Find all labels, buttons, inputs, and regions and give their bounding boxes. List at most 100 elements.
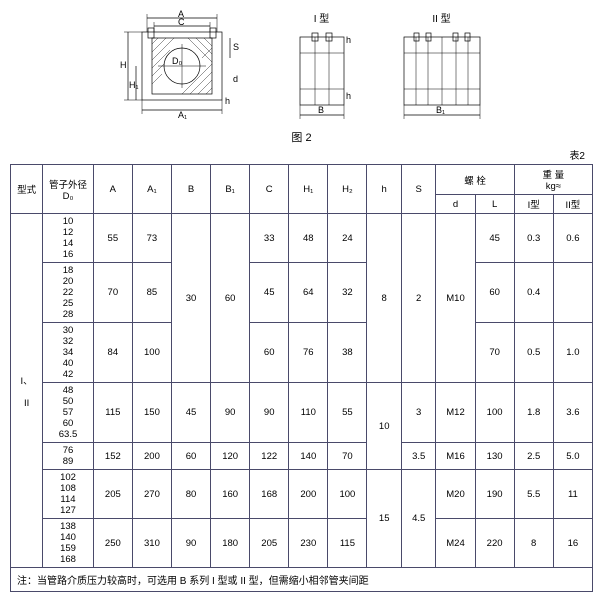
cell: 160 bbox=[211, 470, 250, 519]
diagram-front-view: A C bbox=[112, 10, 252, 120]
cell: 70 bbox=[475, 323, 514, 383]
th: H₁ bbox=[289, 165, 328, 214]
cell: 200 bbox=[132, 443, 171, 470]
cell: 110 bbox=[289, 383, 328, 443]
cell: 30 32 34 40 42 bbox=[43, 323, 94, 383]
th: h bbox=[367, 165, 402, 214]
cell: 84 bbox=[93, 323, 132, 383]
table-row: 76 89 152 200 60 120 122 140 70 3.5 M16 … bbox=[11, 443, 593, 470]
cell: 18 20 22 25 28 bbox=[43, 263, 94, 323]
cell: 15 bbox=[367, 470, 402, 568]
cell: 115 bbox=[328, 519, 367, 568]
th-type: 型式 bbox=[11, 165, 43, 214]
cell: 60 bbox=[211, 214, 250, 383]
dim-d: d bbox=[233, 74, 238, 84]
cell: 4.5 bbox=[401, 470, 436, 568]
cell: 24 bbox=[328, 214, 367, 263]
cell: 2 bbox=[401, 214, 436, 383]
cell: 250 bbox=[93, 519, 132, 568]
dim-s: S bbox=[233, 42, 239, 52]
cell: 45 bbox=[171, 383, 210, 443]
dim-b-side: B bbox=[318, 105, 324, 115]
cell: 230 bbox=[289, 519, 328, 568]
dim-h-side2: h bbox=[346, 91, 351, 101]
th: B bbox=[171, 165, 210, 214]
cell: 0.6 bbox=[553, 214, 592, 263]
diagram-type2: II 型 B₁ bbox=[392, 10, 492, 125]
cell: 100 bbox=[132, 323, 171, 383]
dim-d0: D₀ bbox=[172, 56, 182, 66]
cell: 0.5 bbox=[514, 323, 553, 383]
th: L bbox=[475, 195, 514, 214]
cell: 115 bbox=[93, 383, 132, 443]
cell: 32 bbox=[328, 263, 367, 323]
cell: 140 bbox=[289, 443, 328, 470]
th: 螺 栓 bbox=[436, 165, 514, 195]
cell: 3.5 bbox=[401, 443, 436, 470]
cell: 5.0 bbox=[553, 443, 592, 470]
cell: 55 bbox=[93, 214, 132, 263]
th-d0: 管子外径 D₀ bbox=[43, 165, 94, 214]
cell: 11 bbox=[553, 470, 592, 519]
dim-h-side: h bbox=[346, 35, 351, 45]
cell: 80 bbox=[171, 470, 210, 519]
cell: 205 bbox=[93, 470, 132, 519]
table-row: 48 50 57 60 63.5 115 150 45 90 90 110 55… bbox=[11, 383, 593, 443]
diagram-row: A C bbox=[10, 10, 593, 125]
cell: 122 bbox=[250, 443, 289, 470]
cell: 190 bbox=[475, 470, 514, 519]
cell: 60 bbox=[475, 263, 514, 323]
cell: 100 bbox=[475, 383, 514, 443]
dim-h1: H₁ bbox=[129, 80, 139, 90]
cell: 30 bbox=[171, 214, 210, 383]
cell: 168 bbox=[250, 470, 289, 519]
cell: 45 bbox=[475, 214, 514, 263]
table-row: 102 108 114 127 205 270 80 160 168 200 1… bbox=[11, 470, 593, 519]
diagram-type1: I 型 h h B bbox=[282, 10, 362, 125]
cell: 90 bbox=[211, 383, 250, 443]
table-row: I、 II 10 12 14 16 55 73 30 60 33 48 24 8… bbox=[11, 214, 593, 263]
table-note: 注：当管路介质压力较高时，可选用 B 系列 I 型或 II 型，但需缩小相邻管夹… bbox=[10, 568, 593, 592]
cell: 120 bbox=[211, 443, 250, 470]
th: 重 量 kg≈ bbox=[514, 165, 592, 195]
cell: 48 50 57 60 63.5 bbox=[43, 383, 94, 443]
th: H₂ bbox=[328, 165, 367, 214]
type2-label: II 型 bbox=[392, 10, 492, 25]
dim-a1: A₁ bbox=[178, 110, 187, 120]
cell: 1.0 bbox=[553, 323, 592, 383]
cell: 100 bbox=[328, 470, 367, 519]
cell: 8 bbox=[514, 519, 553, 568]
cell: 90 bbox=[250, 383, 289, 443]
cell: 310 bbox=[132, 519, 171, 568]
th: d bbox=[436, 195, 475, 214]
cell: 150 bbox=[132, 383, 171, 443]
cell: 76 bbox=[289, 323, 328, 383]
cell: 33 bbox=[250, 214, 289, 263]
table-row: 30 32 34 40 42 84 100 60 76 38 70 0.5 1.… bbox=[11, 323, 593, 383]
type1-label: I 型 bbox=[282, 10, 362, 25]
cell: 64 bbox=[289, 263, 328, 323]
dim-c: C bbox=[178, 17, 185, 27]
cell: 85 bbox=[132, 263, 171, 323]
cell: 3.6 bbox=[553, 383, 592, 443]
cell: 10 bbox=[367, 383, 402, 470]
cell: 48 bbox=[289, 214, 328, 263]
cell: 90 bbox=[171, 519, 210, 568]
cell: 130 bbox=[475, 443, 514, 470]
cell: 8 bbox=[367, 214, 402, 383]
th: I型 bbox=[514, 195, 553, 214]
dim-h: H bbox=[120, 60, 127, 70]
cell: 0.4 bbox=[514, 263, 553, 323]
th: A₁ bbox=[132, 165, 171, 214]
cell: 152 bbox=[93, 443, 132, 470]
diagram-caption: 图 2 bbox=[10, 129, 593, 145]
cell: 16 bbox=[553, 519, 592, 568]
cell: 200 bbox=[289, 470, 328, 519]
spec-table: 型式 管子外径 D₀ A A₁ B B₁ C H₁ H₂ h S 螺 栓 重 量… bbox=[10, 164, 593, 568]
cell-type: I、 II bbox=[11, 214, 43, 568]
th: C bbox=[250, 165, 289, 214]
cell: 60 bbox=[250, 323, 289, 383]
cell: 270 bbox=[132, 470, 171, 519]
cell: M16 bbox=[436, 443, 475, 470]
th: II型 bbox=[553, 195, 592, 214]
